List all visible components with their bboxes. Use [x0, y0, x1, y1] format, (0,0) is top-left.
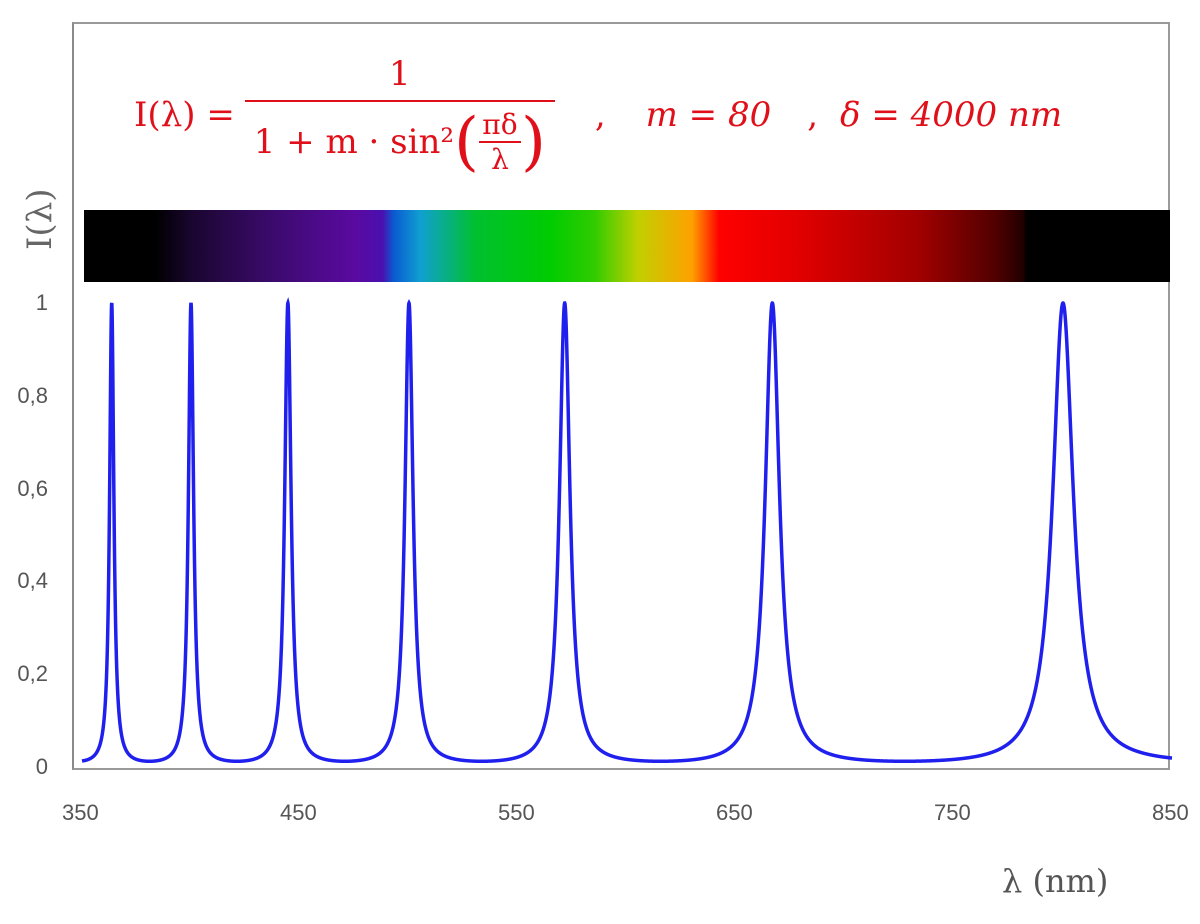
y-tick-label: 0,6 [17, 475, 48, 501]
formula-numerator: 1 [388, 54, 411, 94]
y-tick-label: 0 [35, 754, 48, 779]
param-delta: δ = 4000 nm [840, 95, 1063, 135]
sep-2: , [807, 95, 819, 135]
formula-den-prefix: 1 + m · sin² [253, 122, 454, 162]
x-tick-label: 350 [62, 800, 99, 825]
x-tick-label: 550 [498, 800, 535, 825]
x-tick-label: 850 [1152, 800, 1189, 825]
inner-den: λ [491, 143, 509, 176]
inner-num: πδ [482, 108, 518, 141]
formula-denominator: 1 + m · sin² ( πδ λ ) [253, 105, 546, 179]
formula-fraction: 1 1 + m · sin² ( πδ λ ) [244, 54, 555, 179]
x-axis-label: λ (nm) [1002, 862, 1109, 900]
x-tick-label: 750 [934, 800, 971, 825]
formula-lhs: I(λ) = [134, 95, 235, 135]
y-tick-label: 0,4 [17, 568, 48, 594]
formula: I(λ) = 1 1 + m · sin² ( πδ λ ) , m = 80 … [134, 40, 1062, 190]
y-tick-label: 0,8 [17, 382, 48, 408]
x-tick-label: 650 [716, 800, 753, 825]
x-tick-label: 450 [280, 800, 317, 825]
plot-frame [72, 22, 1170, 770]
y-tick-label: 1 [35, 290, 48, 315]
sep-1: , [594, 95, 606, 135]
formula-inner-fraction: πδ λ [478, 108, 521, 176]
intensity-curve [81, 296, 1173, 764]
y-tick-label: 0,2 [17, 661, 48, 687]
param-m: m = 80 [645, 95, 772, 135]
spectrum-bar [84, 210, 1170, 282]
